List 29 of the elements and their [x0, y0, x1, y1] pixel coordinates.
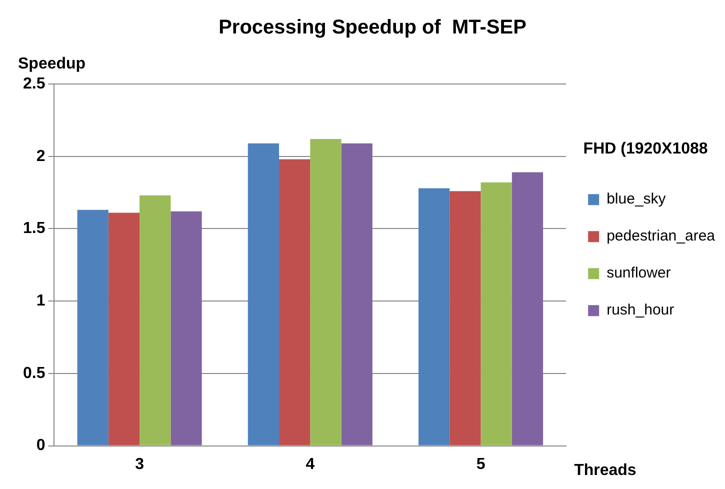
bar — [248, 143, 280, 446]
y-tick-label: 1 — [36, 292, 46, 310]
x-tick-label: 4 — [306, 456, 315, 473]
legend-label: sunflower — [606, 264, 671, 282]
y-tick-label: 1.5 — [22, 220, 46, 238]
bar — [140, 195, 171, 446]
x-tick-label: 5 — [476, 456, 486, 473]
x-tick-label: 3 — [135, 456, 144, 473]
y-tick-label: 0.5 — [22, 364, 46, 382]
bar — [170, 211, 202, 446]
legend-label: rush_hour — [606, 302, 674, 319]
chart-title: Processing Speedup of MT-SEP — [218, 16, 526, 39]
legend-label: pedestrian_area — [606, 228, 716, 245]
x-axis-title: Threads — [574, 462, 636, 480]
y-tick-label: 2 — [36, 148, 46, 165]
legend-label: blue_sky — [606, 190, 666, 208]
legend-title: FHD (1920X1088 — [583, 140, 708, 158]
bar — [77, 210, 108, 446]
bar — [450, 191, 481, 446]
y-tick-label: 0 — [36, 437, 46, 454]
bar — [108, 212, 140, 446]
y-axis-title: Speedup — [18, 55, 86, 72]
bar — [310, 138, 342, 446]
bar — [480, 182, 512, 446]
bar — [418, 188, 450, 446]
y-tick-label: 2.5 — [22, 75, 46, 92]
bar — [512, 172, 544, 446]
bar — [341, 143, 372, 446]
bar — [279, 159, 310, 446]
